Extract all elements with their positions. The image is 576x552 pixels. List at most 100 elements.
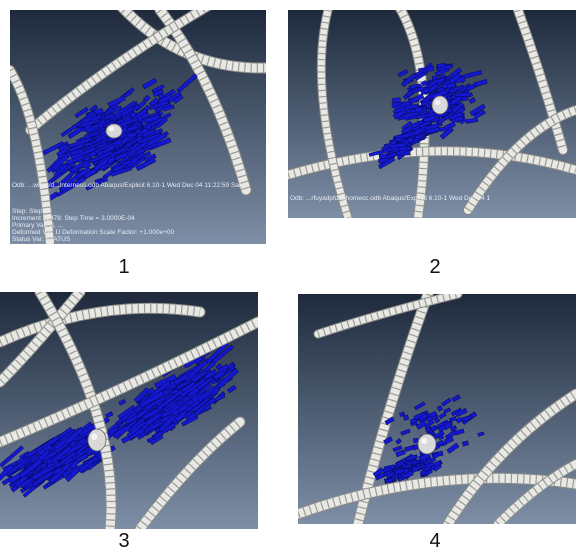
support-rod bbox=[316, 10, 353, 218]
element-fragment bbox=[31, 463, 56, 481]
element-fragment bbox=[85, 179, 104, 191]
element-fragment bbox=[114, 146, 128, 156]
element-fragment bbox=[419, 469, 427, 476]
panel-2-canvas: Odb: ...rfuyadpfdbdhomecc.odb Abaqus/Exp… bbox=[288, 10, 576, 218]
element-fragment bbox=[117, 404, 136, 420]
element-fragment bbox=[430, 425, 437, 432]
element-fragment bbox=[468, 97, 477, 105]
element-fragment bbox=[423, 419, 435, 430]
support-rod bbox=[10, 65, 55, 244]
element-fragment bbox=[216, 367, 239, 389]
panel-3-image bbox=[0, 292, 258, 529]
element-cloud bbox=[0, 341, 239, 498]
element-fragment bbox=[191, 370, 208, 384]
element-fragment bbox=[439, 126, 454, 140]
element-fragment bbox=[405, 103, 419, 110]
element-fragment bbox=[69, 176, 87, 189]
element-fragment bbox=[142, 94, 151, 103]
element-fragment bbox=[78, 455, 99, 473]
deformed-var-line: Deformed Var: U Deformation Scale Factor… bbox=[12, 229, 174, 236]
element-fragment bbox=[126, 420, 147, 438]
support-rod bbox=[0, 302, 206, 348]
element-fragment bbox=[148, 97, 160, 108]
element-fragment bbox=[102, 144, 116, 155]
element-fragment bbox=[425, 462, 435, 468]
element-fragment bbox=[395, 449, 406, 458]
support-rod bbox=[493, 459, 576, 524]
element-fragment bbox=[465, 117, 479, 124]
panel-1-image: Odb: ...wffad/d...Interness.odb Abaqus/E… bbox=[10, 10, 266, 244]
support-rod bbox=[25, 10, 212, 135]
element-fragment bbox=[148, 380, 172, 400]
element-fragment bbox=[194, 356, 204, 365]
support-rod bbox=[298, 472, 576, 520]
element-fragment bbox=[403, 414, 410, 421]
element-fragment bbox=[119, 159, 133, 167]
element-fragment bbox=[59, 451, 77, 466]
element-fragment bbox=[461, 440, 469, 447]
panel-2-image: Odb: ...rfuyadpfdbdhomecc.odb Abaqus/Exp… bbox=[288, 10, 576, 218]
element-fragment bbox=[392, 445, 403, 453]
element-fragment bbox=[415, 107, 423, 113]
step-info-line: Step: Step-1 bbox=[12, 208, 49, 215]
element-fragment bbox=[156, 116, 168, 128]
element-fragment bbox=[420, 80, 428, 87]
element-fragment bbox=[117, 135, 131, 148]
element-fragment bbox=[411, 465, 420, 473]
element-fragment bbox=[135, 157, 157, 172]
element-fragment bbox=[397, 69, 409, 78]
element-fragment bbox=[18, 463, 26, 471]
element-fragment bbox=[412, 437, 419, 444]
element-fragment bbox=[32, 470, 55, 487]
central-pellet bbox=[431, 95, 449, 115]
element-fragment bbox=[428, 78, 439, 88]
element-fragment bbox=[385, 477, 394, 484]
element-fragment bbox=[167, 91, 182, 104]
element-fragment bbox=[217, 363, 229, 374]
element-fragment bbox=[196, 376, 215, 391]
panel-3-canvas bbox=[0, 292, 258, 529]
element-cloud bbox=[368, 62, 488, 170]
element-fragment bbox=[473, 109, 486, 119]
primary-var-line: Primary Var: S, ... bbox=[12, 222, 63, 229]
element-fragment bbox=[433, 416, 441, 424]
element-fragment bbox=[133, 387, 150, 403]
element-fragment bbox=[455, 92, 470, 97]
element-fragment bbox=[383, 436, 393, 445]
element-fragment bbox=[383, 470, 392, 477]
element-fragment bbox=[437, 116, 447, 125]
element-fragment bbox=[400, 72, 417, 88]
element-fragment bbox=[143, 395, 167, 411]
element-fragment bbox=[438, 434, 445, 441]
element-fragment bbox=[126, 139, 149, 157]
panel-4-image bbox=[298, 294, 576, 524]
element-fragment bbox=[389, 142, 407, 149]
panel-3-label: 3 bbox=[118, 530, 130, 552]
element-fragment bbox=[436, 63, 446, 68]
element-fragment bbox=[141, 77, 158, 90]
element-fragment bbox=[176, 73, 198, 94]
element-fragment bbox=[433, 460, 442, 467]
element-fragment bbox=[438, 412, 447, 420]
element-fragment bbox=[123, 153, 143, 171]
central-pellet bbox=[105, 123, 123, 139]
element-fragment bbox=[90, 114, 103, 123]
element-fragment bbox=[0, 463, 15, 484]
element-fragment bbox=[64, 466, 81, 483]
odb-info-line: Odb: ...rfuyadpfdbdhomecc.odb Abaqus/Exp… bbox=[290, 195, 490, 202]
support-rod bbox=[0, 316, 258, 448]
element-fragment bbox=[420, 87, 431, 96]
support-rod bbox=[442, 388, 576, 524]
element-fragment bbox=[413, 401, 426, 411]
element-fragment bbox=[418, 452, 431, 462]
support-rod bbox=[0, 292, 86, 388]
element-fragment bbox=[428, 410, 438, 419]
support-rod bbox=[34, 292, 117, 529]
element-fragment bbox=[103, 113, 115, 121]
element-fragment bbox=[108, 426, 119, 435]
element-fragment bbox=[391, 97, 402, 104]
element-fragment bbox=[51, 151, 73, 171]
element-fragment bbox=[443, 407, 452, 414]
element-fragment bbox=[448, 111, 465, 121]
element-fragment bbox=[461, 96, 469, 102]
